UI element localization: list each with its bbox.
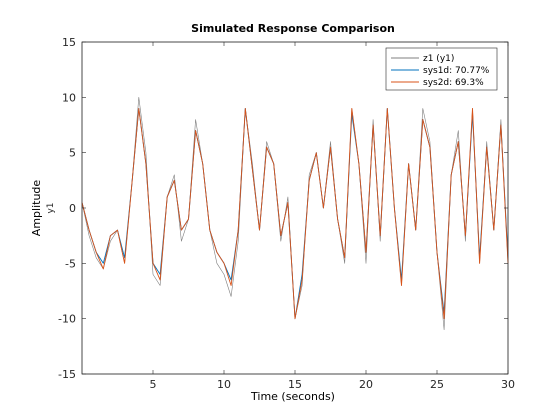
x-tick-label: 5 [150, 378, 157, 391]
legend-label-3: sys2d: 69.3% [423, 78, 484, 88]
y-tick-label: 5 [69, 147, 76, 160]
y-tick-label: 15 [62, 36, 76, 49]
legend-label-2: sys1d: 70.77% [423, 66, 490, 76]
series-line-3 [81, 107, 509, 320]
x-tick-label: 15 [288, 378, 302, 391]
x-tick-label: 10 [217, 378, 231, 391]
series-layer [81, 97, 509, 331]
y-tick-label: -5 [65, 257, 76, 270]
x-tick-label: 30 [501, 378, 515, 391]
ticks-layer: 5 10 15 20 25 30 -15 -10 -5 0 5 10 15 [58, 36, 515, 391]
y-tick-label: -15 [58, 368, 76, 381]
y-axis-title: Amplitude [30, 180, 43, 237]
y-tick-label: -10 [58, 313, 76, 326]
legend: z1 (y1) sys1d: 70.77% sys2d: 69.3% [385, 47, 498, 91]
x-tick-label: 25 [430, 378, 444, 391]
x-tick-label: 20 [359, 378, 373, 391]
legend-box [385, 47, 498, 91]
legend-label-1: z1 (y1) [423, 54, 454, 64]
y-tick-label: 0 [69, 202, 76, 215]
y-axis-subtitle: y1 [46, 202, 56, 213]
chart-title: Simulated Response Comparison [191, 22, 395, 35]
y-tick-label: 10 [62, 91, 76, 104]
x-axis-title: Time (seconds) [250, 390, 335, 403]
